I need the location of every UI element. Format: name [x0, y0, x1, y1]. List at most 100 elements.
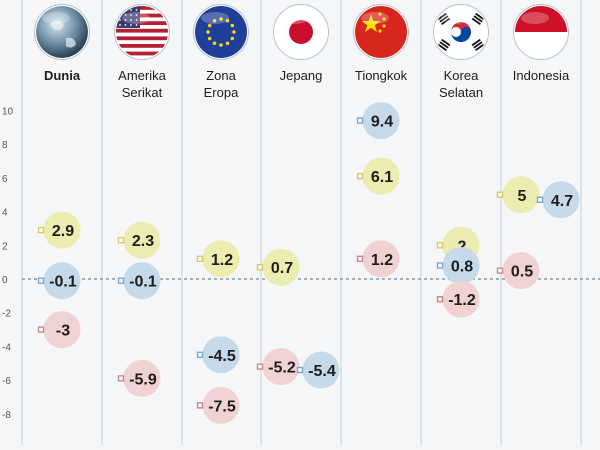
column-header-line: Serikat — [122, 85, 163, 100]
flag-star — [130, 14, 132, 16]
flag-star — [382, 17, 386, 21]
flag-gloss — [361, 12, 389, 24]
column-header: Zona Eropa — [204, 68, 239, 100]
data-point-bubble — [302, 351, 340, 389]
flag-china-icon — [353, 4, 409, 60]
flag-star — [130, 9, 132, 11]
y-tick-label: 8 — [2, 140, 8, 151]
flag-star — [378, 29, 382, 33]
flag-stripe — [116, 28, 168, 33]
data-point-bubble — [542, 181, 580, 219]
flag-gloss — [201, 12, 229, 24]
trigram-bar — [475, 43, 485, 51]
data-point-marker — [196, 255, 204, 262]
column-header: Jepang — [280, 68, 323, 83]
data-point: 9.4 — [356, 102, 400, 140]
flag-face — [36, 6, 88, 58]
flag-stripe — [116, 44, 168, 48]
flag-star — [212, 18, 217, 23]
column-header-line: Indonesia — [513, 68, 570, 83]
data-point-label: -1.2 — [448, 292, 476, 309]
data-point-marker — [496, 267, 504, 274]
data-point-label: 2 — [458, 238, 467, 255]
data-point-label: 0.8 — [451, 259, 473, 276]
data-point-marker — [37, 277, 45, 284]
flag-stripe — [116, 21, 168, 25]
data-point-bubble — [202, 240, 240, 278]
flag-stripe — [116, 36, 168, 41]
flag-star — [135, 24, 138, 26]
flag-star — [135, 19, 138, 21]
data-point: 0.8 — [436, 247, 480, 284]
flag-star — [219, 43, 223, 47]
trigram-bar — [475, 12, 485, 21]
data-point-marker — [256, 264, 264, 271]
data-point-label: -0.1 — [49, 274, 77, 291]
data-point-label: 2.9 — [52, 223, 74, 240]
y-tick-label: 10 — [2, 107, 14, 118]
trigram-bar — [441, 38, 451, 47]
column-header: Tiongkok — [355, 68, 408, 83]
data-point-bubble — [43, 211, 81, 249]
flag-gloss — [521, 12, 549, 24]
data-point-label: 1.2 — [371, 252, 393, 269]
flag-star — [230, 23, 235, 28]
data-point-marker — [436, 296, 444, 303]
data-point-marker — [496, 191, 504, 199]
flag-usa-icon — [114, 4, 170, 60]
flag-star — [135, 9, 138, 11]
data-point: 0.5 — [496, 252, 540, 290]
flag-face — [116, 6, 168, 58]
data-point-bubble — [362, 240, 400, 278]
column-header: Indonesia — [513, 68, 570, 83]
y-tick-label: -8 — [2, 410, 11, 421]
flag-gloss — [122, 12, 150, 24]
flag-star — [130, 24, 132, 26]
flag-star — [124, 19, 127, 21]
flag-face — [355, 6, 407, 58]
flag-face — [435, 6, 487, 58]
column-header-line: Tiongkok — [355, 68, 408, 83]
data-point: -0.1 — [37, 262, 81, 300]
data-point-bubble — [202, 386, 240, 424]
data-point: 4.7 — [536, 181, 580, 219]
data-point-bubble — [362, 157, 400, 195]
flag-star — [361, 14, 381, 32]
column-headers: Dunia Amerika Serikat Zona Eropa Jepang Tiongk… — [44, 68, 570, 100]
column-header: Korea Selatan — [439, 68, 483, 100]
column-header-line: Dunia — [44, 68, 81, 83]
data-point-label: -5.9 — [129, 371, 157, 388]
data-point-label: -5.4 — [308, 363, 336, 380]
flag-gloss — [42, 12, 70, 24]
data-point-label: 9.4 — [371, 114, 393, 131]
data-point-marker — [117, 375, 125, 382]
flag-trigram — [437, 38, 451, 51]
column-header: Amerika Serikat — [118, 68, 166, 100]
data-point-label: 0.7 — [271, 260, 293, 277]
globe-icon — [34, 4, 90, 60]
trigram-bar — [439, 41, 449, 49]
data-point-label: -0.1 — [129, 274, 157, 291]
flag-star — [225, 41, 230, 46]
data-points: 2.9 -0.1 -3 2.3 -0.1 -5.9 1.2 -4.5 -7.5 0.7 -5.2 -5… — [37, 102, 580, 424]
flag-taeguk-blue — [451, 27, 471, 42]
flag-row — [34, 4, 569, 60]
flag-gloss — [441, 12, 469, 24]
flag-star — [119, 24, 121, 26]
data-point-bubble — [123, 359, 161, 397]
data-point: 0.7 — [256, 248, 300, 286]
data-point-marker — [356, 255, 364, 262]
trigram-bar — [437, 43, 447, 51]
y-tick-label: -4 — [2, 342, 11, 353]
data-point-label: -4.5 — [208, 348, 236, 365]
data-point-label: 6.1 — [371, 169, 393, 186]
y-tick-label: 6 — [2, 174, 8, 185]
trigram-bar — [441, 17, 451, 25]
data-point-bubble — [502, 176, 540, 214]
globe-land — [50, 20, 76, 48]
flag-stripe — [116, 51, 168, 56]
y-tick-label: 0 — [2, 275, 8, 286]
data-point: 5 — [496, 176, 540, 214]
column-header-line: Jepang — [280, 68, 323, 83]
